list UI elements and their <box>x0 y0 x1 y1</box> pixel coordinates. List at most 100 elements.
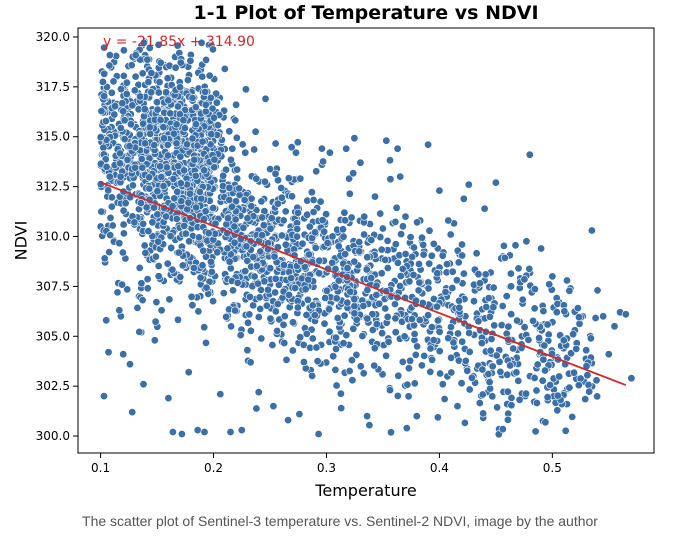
scatter-point <box>395 281 404 290</box>
scatter-point <box>119 220 128 229</box>
scatter-point <box>404 364 413 373</box>
scatter-point <box>363 314 372 323</box>
scatter-point <box>485 312 494 321</box>
scatter-point <box>397 230 406 239</box>
scatter-point <box>140 241 149 250</box>
scatter-point <box>331 344 340 353</box>
scatter-point <box>487 334 496 343</box>
scatter-point <box>359 369 368 378</box>
scatter-point <box>433 413 442 422</box>
scatter-point <box>131 72 140 81</box>
scatter-point <box>209 45 218 54</box>
scatter-point <box>503 387 512 396</box>
scatter-point <box>256 247 265 256</box>
scatter-point <box>404 392 413 401</box>
scatter-point <box>229 286 238 295</box>
scatter-point <box>314 429 323 438</box>
scatter-point <box>394 371 403 380</box>
scatter-point <box>172 214 181 223</box>
scatter-point <box>284 174 293 183</box>
scatter-point <box>342 331 351 340</box>
scatter-point <box>581 395 590 404</box>
scatter-point <box>131 163 140 172</box>
scatter-point <box>507 401 516 410</box>
scatter-point <box>520 275 529 284</box>
scatter-point <box>417 233 426 242</box>
scatter-point <box>277 184 286 193</box>
scatter-point <box>347 213 356 222</box>
scatter-point <box>173 187 182 196</box>
scatter-point <box>259 221 268 230</box>
scatter-point <box>480 204 489 213</box>
scatter-point <box>455 303 464 312</box>
scatter-point <box>280 338 289 347</box>
scatter-point <box>171 63 180 72</box>
scatter-point <box>177 429 186 438</box>
scatter-point <box>401 250 410 259</box>
scatter-point <box>627 374 636 383</box>
scatter-point <box>398 264 407 273</box>
scatter-point <box>346 287 355 296</box>
x-axis-ticks: 0.1 0.2 0.3 0.4 0.5 <box>91 453 562 475</box>
scatter-point <box>144 227 153 236</box>
scatter-point <box>543 393 552 402</box>
scatter-point <box>261 94 270 103</box>
scatter-point <box>128 408 137 417</box>
scatter-point <box>334 242 343 251</box>
scatter-point <box>109 77 118 86</box>
scatter-point <box>386 428 395 437</box>
scatter-point <box>308 334 317 343</box>
scatter-point <box>123 285 132 294</box>
scatter-point <box>342 144 351 153</box>
scatter-point <box>493 403 502 412</box>
scatter-point <box>390 300 399 309</box>
scatter-point <box>254 312 263 321</box>
scatter-point <box>319 157 328 166</box>
scatter-point <box>170 194 179 203</box>
y-tick-label: 302.5 <box>36 379 70 393</box>
scatter-point <box>427 323 436 332</box>
scatter-point <box>393 144 402 153</box>
scatter-point <box>137 279 146 288</box>
scatter-point <box>99 143 108 152</box>
scatter-point <box>621 310 630 319</box>
scatter-point <box>236 331 245 340</box>
scatter-point <box>587 226 596 235</box>
scatter-point <box>322 210 331 219</box>
scatter-point <box>419 250 428 259</box>
scatter-point <box>225 195 234 204</box>
scatter-point <box>339 339 348 348</box>
scatter-point <box>296 333 305 342</box>
scatter-point <box>189 263 198 272</box>
scatter-point <box>105 172 114 181</box>
x-tick-label: 0.4 <box>430 461 449 475</box>
scatter-point <box>363 412 372 421</box>
scatter-point <box>325 148 334 157</box>
scatter-point <box>191 103 200 112</box>
scatter-point <box>302 310 311 319</box>
scatter-point <box>138 296 147 305</box>
scatter-point <box>101 117 110 126</box>
scatter-point <box>343 263 352 272</box>
scatter-point <box>382 351 391 360</box>
scatter-point <box>174 315 183 324</box>
scatter-point <box>105 248 114 257</box>
scatter-point <box>504 322 513 331</box>
scatter-point <box>446 230 455 239</box>
scatter-point <box>438 251 447 260</box>
scatter-point <box>258 231 267 240</box>
scatter-point <box>188 301 197 310</box>
scatter-point <box>287 143 296 152</box>
scatter-point <box>153 210 162 219</box>
scatter-point <box>288 318 297 327</box>
scatter-point <box>281 240 290 249</box>
scatter-point <box>156 162 165 171</box>
scatter-point <box>144 78 153 87</box>
scatter-point <box>216 390 225 399</box>
scatter-point <box>225 127 234 136</box>
scatter-point <box>530 285 539 294</box>
scatter-point <box>458 337 467 346</box>
scatter-point <box>154 88 163 97</box>
scatter-point <box>257 334 266 343</box>
scatter-point <box>191 171 200 180</box>
